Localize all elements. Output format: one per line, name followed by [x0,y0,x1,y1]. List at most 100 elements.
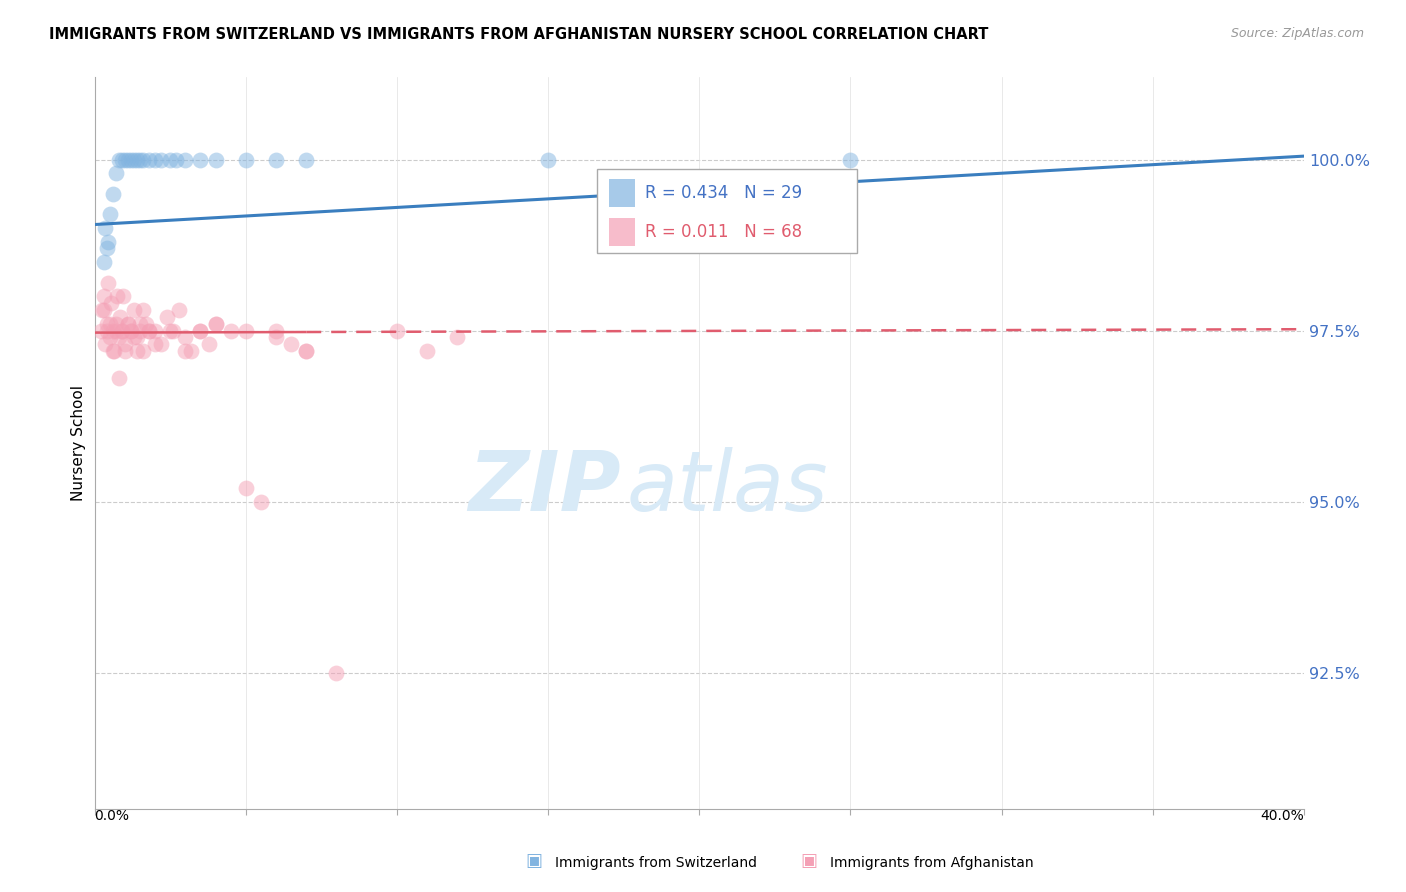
Point [446,330,468,344]
Point [295,344,318,359]
Point [280,337,302,351]
Point [94,221,117,235]
Y-axis label: Nursery School: Nursery School [72,385,86,501]
Text: atlas: atlas [627,447,828,528]
Point [110,310,132,324]
Point [138,324,160,338]
Point [122,153,145,167]
Point [264,330,287,344]
Point [235,324,257,338]
Point [190,324,212,338]
Point [129,153,152,167]
Point [174,330,197,344]
Point [385,324,408,338]
Point [174,344,197,359]
Point [96,317,118,331]
Point [101,186,124,201]
Point [103,344,125,359]
Point [97,235,120,249]
Point [180,344,202,359]
Point [91,303,114,318]
Point [114,337,136,351]
Point [117,317,139,331]
Point [162,324,184,338]
Text: Immigrants from Afghanistan: Immigrants from Afghanistan [830,855,1033,870]
Point [204,153,226,167]
Point [235,153,257,167]
Point [159,153,181,167]
Point [100,296,122,310]
Bar [609,218,636,246]
Text: R = 0.011   N = 68: R = 0.011 N = 68 [645,223,801,241]
Point [235,481,257,495]
Point [122,330,145,344]
Text: R = 0.434   N = 29: R = 0.434 N = 29 [645,184,801,202]
Text: ZIP: ZIP [468,447,620,528]
Point [104,317,127,331]
FancyBboxPatch shape [596,169,856,253]
Point [93,303,115,318]
Text: Immigrants from Switzerland: Immigrants from Switzerland [555,855,758,870]
Point [143,153,166,167]
Point [96,324,118,338]
Point [98,317,121,331]
Point [156,310,179,324]
Point [107,330,129,344]
Point [90,324,112,338]
Point [132,303,155,318]
Bar [609,179,636,207]
Point [117,317,139,331]
Point [96,242,118,256]
Point [107,153,129,167]
Point [295,344,318,359]
Point [416,344,439,359]
Point [125,330,148,344]
Point [138,153,160,167]
Point [129,317,152,331]
Point [114,153,136,167]
Point [132,344,155,359]
Text: Source: ZipAtlas.com: Source: ZipAtlas.com [1230,27,1364,40]
Point [94,337,117,351]
Point [150,153,173,167]
Point [138,324,160,338]
Text: IMMIGRANTS FROM SWITZERLAND VS IMMIGRANTS FROM AFGHANISTAN NURSERY SCHOOL CORREL: IMMIGRANTS FROM SWITZERLAND VS IMMIGRANT… [49,27,988,42]
Point [101,344,124,359]
Point [112,289,135,303]
Point [204,317,226,331]
Point [97,276,120,290]
Point [114,344,136,359]
Point [219,324,242,338]
Point [159,324,181,338]
Point [93,255,115,269]
Point [165,153,187,167]
Text: 0.0%: 0.0% [94,809,129,823]
Text: ▣: ▣ [526,852,543,870]
Point [117,153,139,167]
Point [105,289,128,303]
Point [111,324,134,338]
Point [174,153,197,167]
Point [264,324,287,338]
Point [93,289,115,303]
Point [150,337,173,351]
Point [250,494,273,508]
Point [143,324,166,338]
Point [143,337,166,351]
Point [111,153,134,167]
Point [264,153,287,167]
Point [98,207,121,221]
Point [190,153,212,167]
Point [190,324,212,338]
Point [537,153,560,167]
Point [198,337,221,351]
Point [120,153,142,167]
Text: ▣: ▣ [800,852,817,870]
Point [122,303,145,318]
Point [120,324,142,338]
Point [125,153,148,167]
Point [111,324,134,338]
Point [295,153,318,167]
Point [101,324,124,338]
Point [167,303,190,318]
